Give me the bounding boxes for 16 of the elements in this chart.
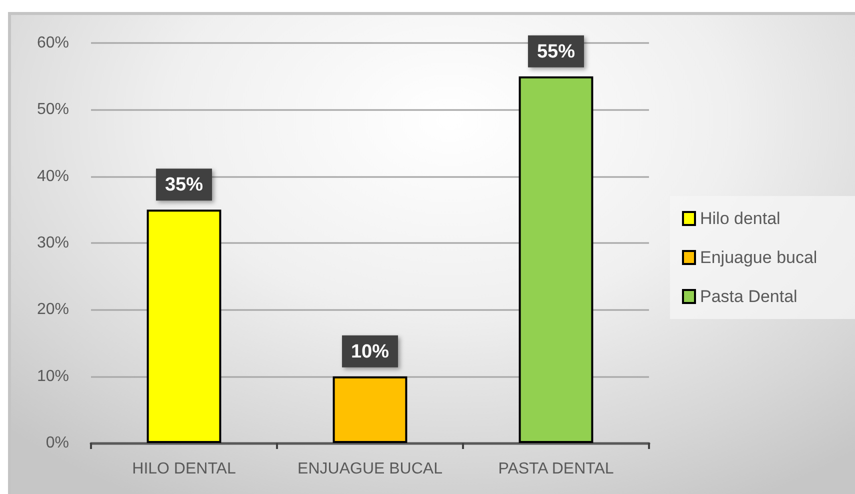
y-tick-label: 10% — [36, 368, 69, 385]
x-tick-label: HILO DENTAL — [132, 460, 236, 478]
legend-label: Hilo dental — [700, 209, 780, 228]
legend-label: Pasta Dental — [700, 287, 798, 306]
legend-label: Enjuague bucal — [700, 248, 818, 267]
y-tick-label: 20% — [36, 301, 69, 318]
y-tick-label: 50% — [36, 101, 69, 118]
data-label: 35% — [164, 174, 204, 196]
data-label: 55% — [536, 41, 576, 62]
y-tick-label: 0% — [46, 434, 69, 452]
data-label: 10% — [350, 341, 390, 362]
y-tick-label: 40% — [36, 168, 69, 185]
x-tick-label: ENJUAGUE BUCAL — [298, 460, 443, 478]
y-tick-label: 30% — [36, 234, 69, 252]
y-tick-label: 60% — [36, 34, 69, 52]
x-tick-label: PASTA DENTAL — [498, 460, 614, 478]
